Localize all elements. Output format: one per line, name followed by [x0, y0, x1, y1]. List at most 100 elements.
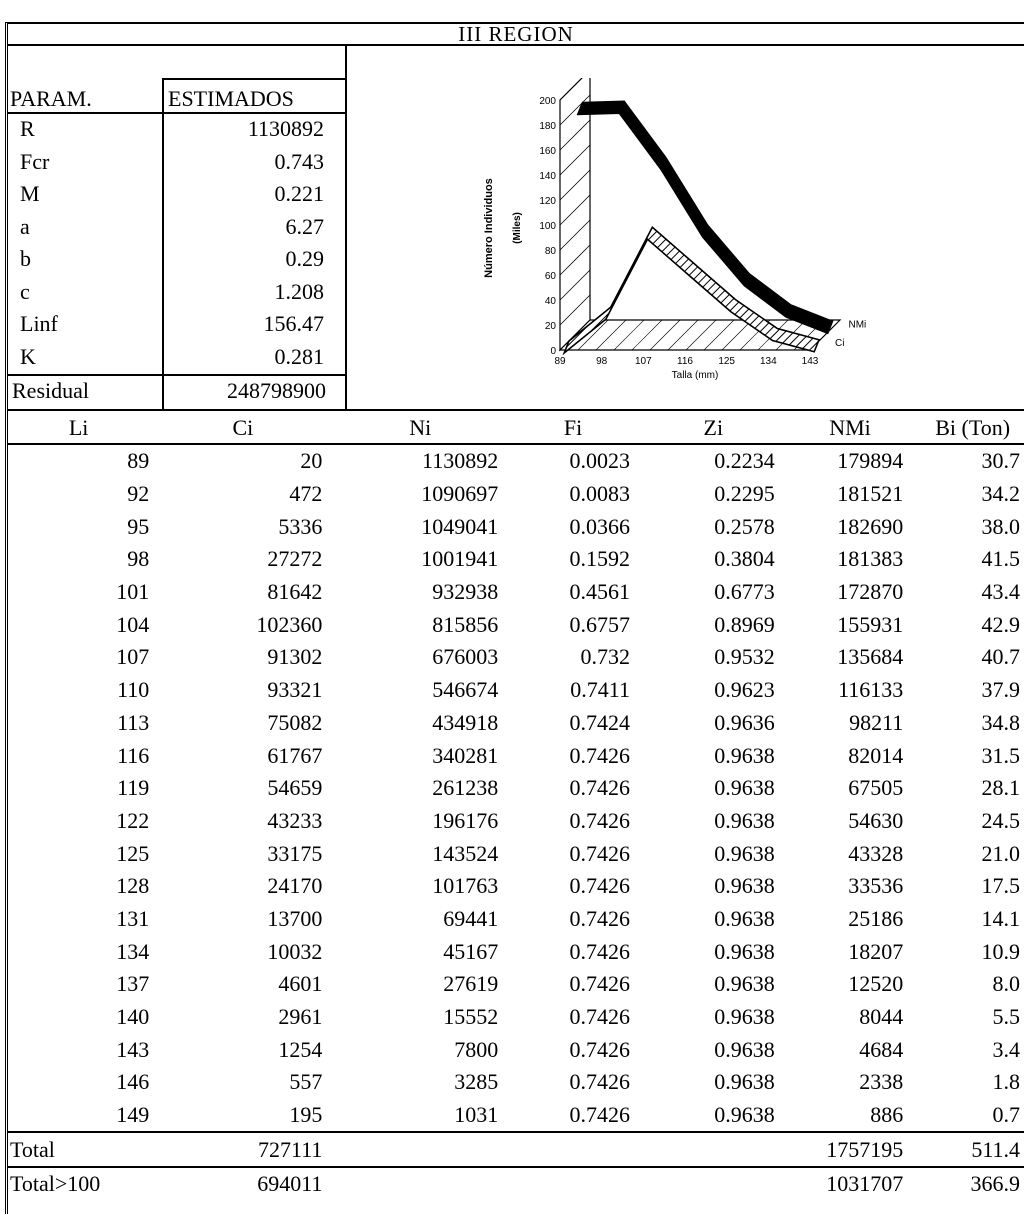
table-cell: 195 — [289, 1102, 323, 1128]
table-cell: 0.9638 — [714, 938, 775, 964]
param-row: Fcr 0.743 — [8, 147, 346, 177]
floor-hatch — [721, 319, 753, 351]
table-cell: 54630 — [848, 807, 904, 833]
y-gridline — [559, 244, 591, 276]
table-cell: 104 — [116, 611, 150, 637]
column-header: Li — [8, 413, 164, 445]
table-cell: 0.7426 — [569, 775, 630, 801]
table-cell: 182690 — [837, 513, 904, 539]
table-cell: 0.9638 — [714, 742, 775, 768]
table-cell: 0.0023 — [569, 448, 630, 474]
table-cell: 0.7426 — [569, 938, 630, 964]
series-ribbon — [576, 100, 834, 335]
table-cell: 31.5 — [981, 742, 1021, 768]
x-axis-label: Talla (mm) — [672, 370, 719, 381]
table-cell: 1031 — [454, 1102, 499, 1128]
table-cell: 18207 — [848, 938, 904, 964]
table-cell: 24170 — [267, 873, 323, 899]
size-distribution-chart: 0 20 40 60 80 100 120 140 160 180 200 89 98 107 116 125… — [483, 78, 866, 381]
totals-ci: 694011 — [163, 1166, 343, 1201]
table-cell: 27272 — [267, 546, 323, 572]
y-gridline — [559, 194, 591, 226]
table-cell: 146 — [116, 1069, 150, 1095]
table-cell: 886 — [870, 1102, 904, 1128]
table-cell: 28.1 — [981, 775, 1021, 801]
table-cell: 0.9638 — [714, 840, 775, 866]
totals-nmi: 1031707 — [796, 1166, 926, 1201]
param-value: 0.281 — [274, 343, 325, 369]
y-tick-label: 180 — [539, 121, 556, 132]
table-cell: 107 — [116, 644, 150, 670]
table-row: 146 557 3285 0.7426 0.9638 2338 1.8 — [8, 1066, 1024, 1099]
param-row: b 0.29 — [8, 244, 346, 274]
table-cell: 0.9638 — [714, 1102, 775, 1128]
table-cell: 340281 — [432, 742, 499, 768]
table-cell: 2961 — [278, 1004, 323, 1030]
table-cell: 4684 — [859, 1036, 904, 1062]
table-cell: 261238 — [432, 775, 499, 801]
table-cell: 131 — [116, 905, 150, 931]
y-gridline — [559, 169, 591, 201]
table-cell: 38.0 — [981, 513, 1021, 539]
table-cell: 196176 — [432, 807, 499, 833]
estimados-top-border — [164, 78, 346, 80]
floor-hatch — [649, 319, 681, 351]
totals-row: Total>100 694011 1031707 366.9 — [8, 1166, 1024, 1201]
table-cell: 0.0083 — [569, 481, 630, 507]
params-col-divider — [162, 78, 164, 410]
table-cell: 12520 — [848, 971, 904, 997]
table-cell: 1090697 — [421, 481, 499, 507]
y-tick-label: 0 — [550, 346, 556, 357]
table-cell: 122 — [116, 807, 150, 833]
x-tick-label: 125 — [718, 356, 735, 367]
totals-bi: 511.4 — [925, 1131, 1024, 1168]
totals-empty — [516, 1131, 652, 1168]
table-cell: 10.9 — [981, 938, 1021, 964]
page-title: III REGION — [458, 22, 574, 46]
column-header: Zi — [651, 413, 797, 445]
param-name: K — [20, 343, 36, 369]
table-cell: 0.7426 — [569, 1069, 630, 1095]
table-row: 128 24170 101763 0.7426 0.9638 33536 17.5 — [8, 870, 1024, 903]
floor-hatch — [613, 319, 645, 351]
table-cell: 21.0 — [981, 840, 1021, 866]
table-row: 122 43233 196176 0.7426 0.9638 54630 24.5 — [8, 805, 1024, 838]
table-cell: 8044 — [859, 1004, 904, 1030]
table-cell: 43233 — [267, 807, 323, 833]
table-cell: 110 — [117, 677, 150, 703]
table-cell: 0.9638 — [714, 1004, 775, 1030]
table-row: 104 102360 815856 0.6757 0.8969 155931 42.9 — [8, 608, 1024, 641]
table-cell: 0.7426 — [569, 873, 630, 899]
table-cell: 61767 — [267, 742, 323, 768]
y-tick-label: 40 — [545, 296, 557, 307]
residual-label: Residual — [12, 378, 89, 403]
table-top-border — [8, 409, 1024, 411]
column-header: Ci — [163, 413, 343, 445]
param-row: Linf 156.47 — [8, 309, 346, 339]
residual-top-border — [8, 374, 346, 376]
table-cell: 0.7424 — [569, 709, 630, 735]
table-cell: 43328 — [848, 840, 904, 866]
param-row: M 0.221 — [8, 179, 346, 209]
table-cell: 0.8969 — [714, 611, 775, 637]
data-table: Li Ci Ni Fi Zi NMi Bi (Ton) 89 20 1130892 0.0023 0… — [8, 413, 1024, 1201]
table-cell: 125 — [116, 840, 150, 866]
table-cell: 2338 — [859, 1069, 904, 1095]
table-cell: 0.6757 — [569, 611, 630, 637]
table-cell: 149 — [116, 1102, 150, 1128]
table-cell: 0.2295 — [714, 481, 775, 507]
y-tick-label: 80 — [545, 246, 557, 257]
table-cell: 557 — [289, 1069, 323, 1095]
table-cell: 0.9532 — [714, 644, 775, 670]
y-tick-label: 160 — [539, 146, 556, 157]
table-cell: 81642 — [267, 579, 323, 605]
param-name: Linf — [20, 311, 58, 336]
y-tick-label: 60 — [545, 271, 557, 282]
table-cell: 43.4 — [981, 579, 1021, 605]
x-tick-label: 89 — [554, 356, 566, 367]
table-cell: 181521 — [837, 481, 904, 507]
table-cell: 13700 — [267, 905, 323, 931]
table-cell: 0.9638 — [714, 775, 775, 801]
y-gridline — [559, 269, 591, 301]
table-cell: 98211 — [849, 709, 904, 735]
